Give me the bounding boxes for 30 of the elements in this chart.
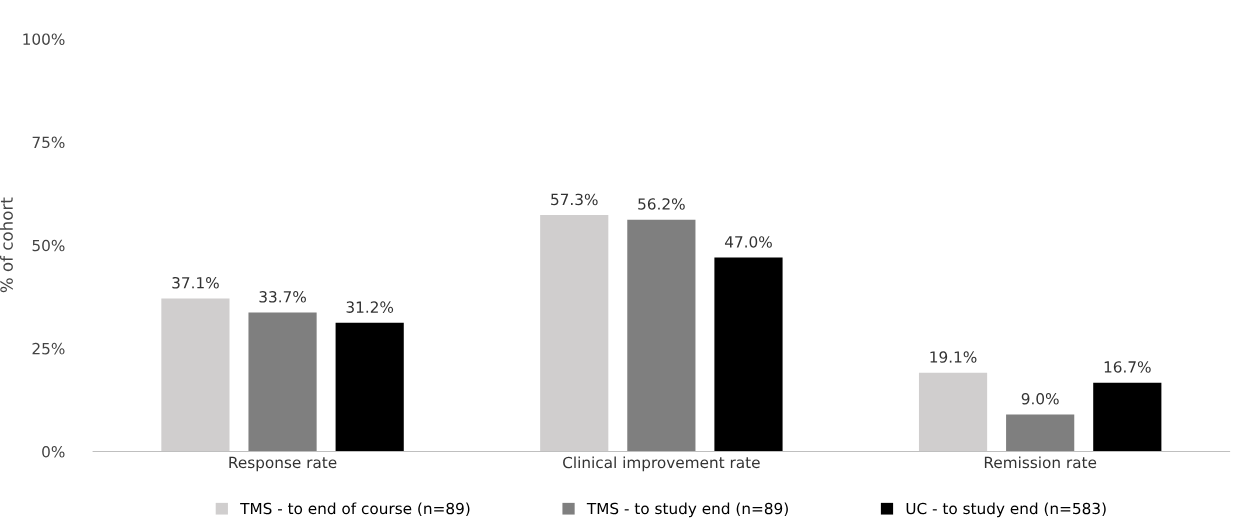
legend-label: TMS - to study end (n=89) [586, 502, 788, 518]
data-label: 31.2% [346, 301, 394, 313]
y-tick-label: 0% [42, 446, 65, 458]
bar [1093, 382, 1162, 452]
data-label: 47.0% [724, 236, 772, 248]
x-tick-label: Clinical improvement rate [563, 456, 760, 472]
y-tick-label: 75% [32, 136, 65, 149]
y-tick-label: 100% [23, 33, 65, 45]
data-label: 9.0% [1021, 392, 1059, 405]
bar [714, 257, 783, 452]
data-label: 56.2% [638, 198, 685, 210]
data-label: 19.1% [930, 351, 977, 363]
bar [540, 215, 609, 452]
bar [335, 322, 404, 452]
bar [627, 219, 696, 452]
data-label: 16.7% [1104, 361, 1151, 373]
bar [918, 372, 988, 452]
bar [248, 312, 317, 452]
data-label: 57.3% [551, 193, 598, 206]
legend-label: UC - to study end (n=583) [906, 502, 1106, 518]
data-label: 33.7% [259, 291, 306, 303]
bar [1006, 414, 1075, 452]
bar [161, 298, 230, 452]
y-axis-title: % of cohort [0, 197, 13, 293]
y-tick-label: 25% [32, 342, 65, 355]
x-tick-label: Remission rate [984, 456, 1097, 469]
y-tick-label: 50% [32, 239, 65, 252]
x-tick-label: Response rate [229, 456, 337, 472]
legend-label: TMS - to end of course (n=89) [240, 502, 470, 517]
data-label: 37.1% [172, 276, 219, 289]
